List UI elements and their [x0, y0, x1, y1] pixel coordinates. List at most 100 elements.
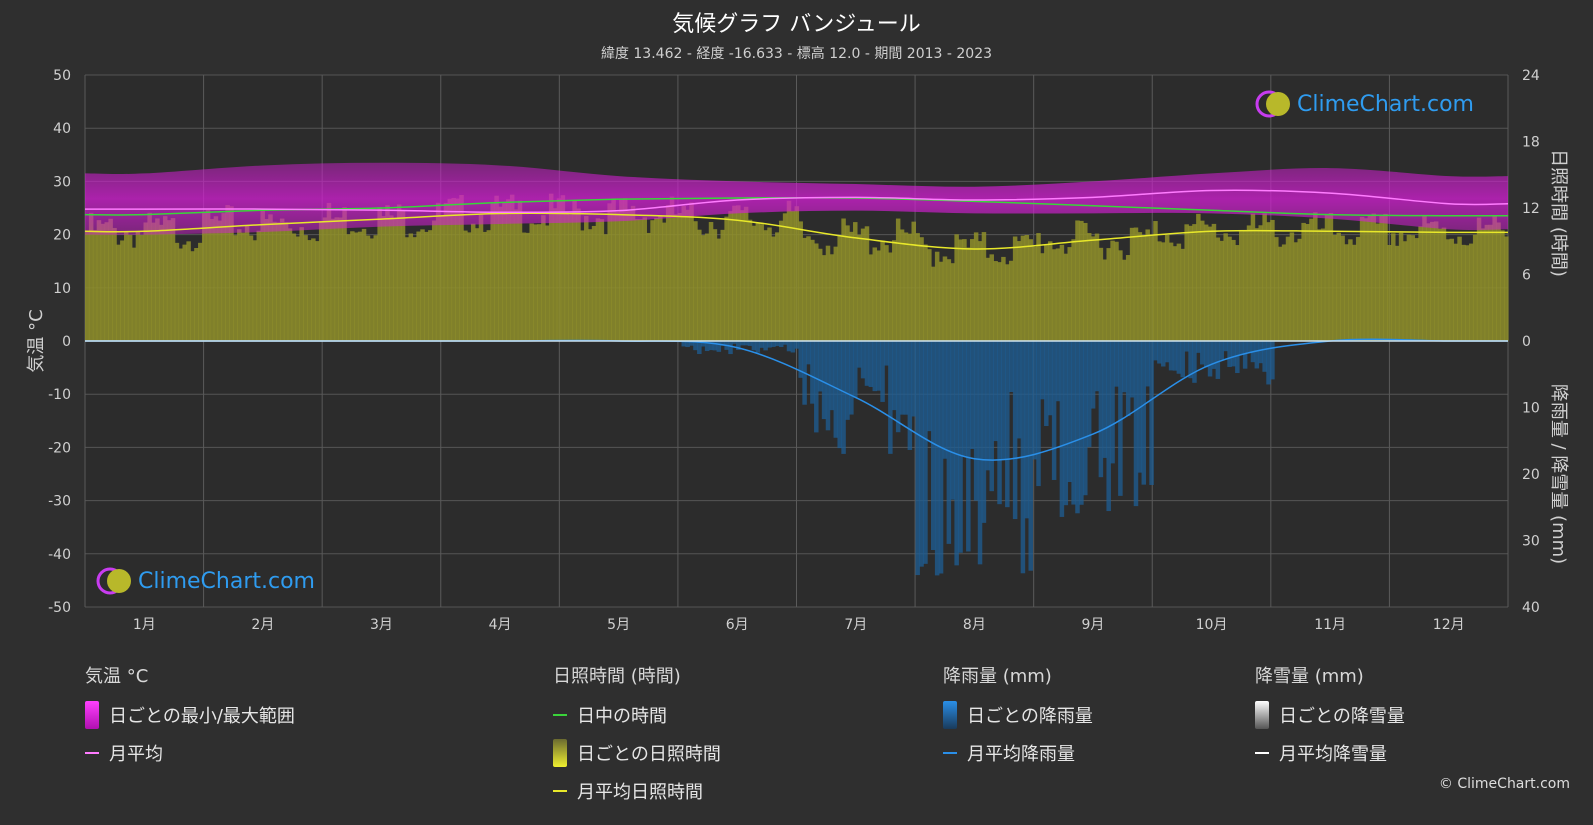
sunshine-bar [365, 235, 371, 341]
sunshine-bar [529, 223, 534, 341]
sunshine-bar [1102, 259, 1108, 341]
sunshine-bar [498, 206, 503, 341]
sunshine-bar [1274, 237, 1279, 341]
legend-heading: 降雨量 (mm) [943, 666, 1052, 687]
sunshine-bar [1246, 225, 1252, 341]
rain-bar [1118, 341, 1123, 496]
rain-bar [716, 341, 722, 352]
sunshine-bar [619, 198, 624, 341]
rain-bar [892, 341, 897, 411]
rain-bar [798, 341, 803, 378]
y-tick-label: 30 [53, 174, 71, 190]
y3-tick-label: 40 [1522, 600, 1540, 616]
sunshine-bar [1387, 245, 1392, 341]
legend-label: 日ごとの降雪量 [1279, 706, 1405, 727]
x-tick-label: 3月 [370, 617, 393, 633]
sunshine-bar [467, 232, 472, 341]
sunshine-bar [806, 236, 811, 341]
sunshine-bar [1227, 236, 1232, 341]
sunshine-bar [1316, 229, 1322, 341]
sunshine-bar [993, 261, 998, 341]
sunshine-bar [977, 241, 983, 341]
rain-bar [736, 341, 741, 351]
sunshine-bar [677, 213, 683, 341]
sunshine-bar [845, 225, 850, 341]
sunshine-bar [1067, 247, 1072, 341]
sunshine-bar [997, 262, 1002, 341]
sunshine-bar [1200, 220, 1205, 341]
sunshine-bar [1480, 228, 1486, 341]
sunshine-bar [966, 247, 971, 341]
rain-bar [697, 341, 702, 355]
rain-bar [739, 341, 745, 346]
rain-bar [1262, 341, 1267, 372]
rain-bar [712, 341, 718, 351]
rain-bar [817, 341, 823, 392]
sunshine-bar [646, 232, 651, 341]
sunshine-bar [814, 243, 819, 341]
climechart-logo-icon [1255, 90, 1290, 118]
sunshine-bar [486, 230, 492, 341]
sunshine-bar [560, 195, 566, 341]
sunshine-bar [1367, 214, 1373, 341]
y-tick-label: -30 [48, 494, 71, 510]
sunshine-bar [1500, 230, 1505, 341]
sunshine-bar [1406, 234, 1412, 341]
sunshine-bar [408, 233, 414, 341]
sunshine-bar [350, 231, 355, 341]
sunshine-bar [716, 238, 722, 341]
sunshine-bar [1254, 228, 1260, 341]
sunshine-bar [611, 198, 616, 341]
y-tick-label: -10 [48, 387, 71, 403]
rain-bar [1223, 341, 1228, 352]
legend-label: 月平均降雪量 [1279, 744, 1387, 765]
sunshine-bar [1324, 213, 1330, 341]
rain-bar [1075, 341, 1080, 514]
rain-bar [743, 341, 749, 346]
x-tick-label: 12月 [1433, 617, 1465, 633]
sunshine-swatch [553, 739, 567, 767]
sunshine-bar [837, 236, 842, 341]
sunshine-bar [482, 231, 488, 341]
sunshine-bar [287, 228, 293, 341]
sunshine-bar [295, 236, 301, 341]
sunshine-bar [1141, 235, 1147, 341]
rain-bar [1196, 341, 1201, 353]
sunshine-bar [198, 242, 203, 341]
y-tick-label: -20 [48, 440, 71, 456]
sunshine-bar [1118, 250, 1123, 341]
sunshine-bar [377, 207, 382, 341]
rain-bar [786, 341, 792, 352]
x-tick-label: 9月 [1081, 617, 1104, 633]
sunshine-bar [1379, 216, 1384, 341]
sunshine-bar [665, 205, 671, 341]
sunshine-bar [556, 198, 562, 341]
sunshine-bar [1079, 220, 1084, 341]
sunshine-bar [973, 232, 979, 341]
legend-item: 月平均 [85, 734, 295, 772]
sunshine-bar [256, 230, 262, 341]
x-tick-label: 7月 [844, 617, 867, 633]
rain-bar [888, 341, 893, 454]
x-tick-label: 5月 [607, 617, 630, 633]
sunshine-bar [1032, 246, 1037, 341]
sunshine-bar [564, 212, 570, 341]
sunshine-bar [1433, 221, 1439, 341]
sunshine-bar [190, 251, 195, 341]
rain-bar [1102, 341, 1108, 458]
sunshine-bar [326, 202, 332, 341]
rain-bar [1145, 341, 1150, 387]
rain-avg-swatch [943, 752, 957, 754]
legend-item: 日中の時間 [553, 696, 721, 734]
y2-tick-label: 6 [1522, 268, 1531, 284]
sunshine-bar [494, 195, 499, 341]
sunshine-bar [1219, 240, 1224, 341]
sunshine-bar [931, 266, 936, 341]
sunshine-bar [96, 220, 102, 341]
sunshine-bar [1320, 228, 1326, 341]
sunshine-bar [693, 221, 698, 341]
sunshine-bar [201, 211, 207, 341]
sunshine-bar [194, 247, 199, 341]
sunshine-bar [299, 227, 304, 341]
sunshine-bar [892, 240, 897, 341]
